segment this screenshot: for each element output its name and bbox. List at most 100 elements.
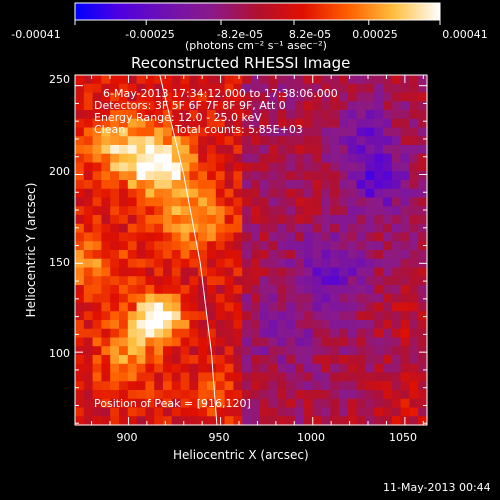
heatmap-cell — [119, 258, 129, 269]
heatmap-cell — [215, 232, 226, 242]
heatmap-cell — [189, 407, 199, 417]
heatmap-cell — [101, 398, 111, 409]
heatmap-cell — [92, 416, 102, 426]
heatmap-cell — [391, 346, 402, 356]
heatmap-cell — [383, 381, 393, 391]
heatmap-cell — [233, 267, 243, 277]
heatmap-cell — [242, 398, 252, 409]
heatmap-cell — [92, 293, 102, 304]
heatmap-cell — [101, 320, 111, 330]
heatmap-cell — [145, 206, 155, 216]
colorbar-tick-label: -0.00041 — [11, 28, 61, 41]
heatmap-cell — [136, 346, 146, 356]
heatmap-cell — [374, 136, 384, 146]
heatmap-cell — [75, 153, 85, 164]
heatmap-cell — [207, 276, 217, 286]
heatmap-cell — [356, 337, 366, 347]
heatmap-cell — [347, 328, 358, 339]
heatmap-cell — [233, 250, 243, 260]
heatmap-cell — [233, 293, 243, 304]
heatmap-cell — [347, 180, 358, 190]
heatmap-cell — [110, 153, 120, 164]
heatmap-cell — [383, 398, 393, 409]
heatmap-cell — [127, 180, 138, 190]
heatmap-cell — [339, 346, 349, 356]
heatmap-cell — [268, 276, 278, 286]
heatmap-cell — [136, 110, 146, 120]
heatmap-cell — [163, 180, 173, 190]
heatmap-cell — [154, 285, 164, 295]
heatmap-cell — [180, 153, 190, 164]
heatmap-cell — [180, 92, 190, 102]
heatmap-cell — [119, 276, 129, 286]
heatmap-cell — [101, 223, 111, 234]
heatmap-cell — [400, 285, 410, 295]
heatmap-cell — [400, 171, 410, 181]
heatmap-cell — [101, 197, 111, 207]
heatmap-cell — [365, 320, 375, 330]
heatmap-cell — [418, 127, 428, 137]
heatmap-cell — [136, 197, 146, 207]
heatmap-cell — [312, 381, 322, 391]
heatmap-cell — [127, 355, 138, 365]
heatmap-cell — [224, 355, 234, 365]
heatmap-cell — [347, 206, 358, 216]
heatmap-cell — [180, 398, 190, 409]
heatmap-cell — [233, 197, 243, 207]
heatmap-cell — [101, 145, 111, 155]
heatmap-cell — [383, 267, 393, 277]
heatmap-cell — [207, 381, 217, 391]
heatmap-cell — [259, 311, 270, 321]
heatmap-cell — [383, 110, 393, 120]
heatmap-cell — [180, 276, 190, 286]
heatmap-cell — [259, 328, 270, 339]
heatmap-cell — [330, 136, 340, 146]
heatmap-cell — [233, 285, 243, 295]
heatmap-cell — [127, 153, 138, 164]
heatmap-cell — [312, 337, 322, 347]
heatmap-cell — [163, 311, 173, 321]
heatmap-cell — [356, 293, 366, 304]
heatmap-cell — [321, 145, 331, 155]
heatmap-cell — [92, 197, 102, 207]
heatmap-cell — [189, 398, 199, 409]
heatmap-cell — [330, 320, 340, 330]
heatmap-cell — [409, 398, 419, 409]
heatmap-cell — [242, 110, 252, 120]
heatmap-cell — [171, 136, 182, 146]
heatmap-cell — [347, 320, 358, 330]
heatmap-cell — [92, 276, 102, 286]
heatmap-cell — [303, 276, 314, 286]
x-tick-label: 1000 — [297, 431, 325, 444]
heatmap-cell — [180, 381, 190, 391]
heatmap-cell — [242, 285, 252, 295]
heatmap-cell — [119, 136, 129, 146]
heatmap-cell — [418, 328, 428, 339]
heatmap-cell — [259, 171, 270, 181]
heatmap-cell — [303, 215, 314, 225]
heatmap-cell — [163, 276, 173, 286]
heatmap-cell — [207, 223, 217, 234]
heatmap-cell — [330, 188, 340, 199]
heatmap-cell — [347, 162, 358, 172]
heatmap-cell — [110, 276, 120, 286]
heatmap-cell — [259, 232, 270, 242]
heatmap-cell — [127, 92, 138, 102]
heatmap-cell — [383, 188, 393, 199]
heatmap-cell — [312, 302, 322, 312]
heatmap-cell — [83, 416, 94, 426]
heatmap-cell — [339, 127, 349, 137]
heatmap-cell — [286, 215, 296, 225]
heatmap-cell — [207, 285, 217, 295]
heatmap-cell — [119, 355, 129, 365]
heatmap-cell — [154, 328, 164, 339]
heatmap-cell — [321, 180, 331, 190]
heatmap-cell — [391, 101, 402, 111]
heatmap-cell — [303, 346, 314, 356]
heatmap-cell — [259, 267, 270, 277]
heatmap-cell — [418, 83, 428, 94]
heatmap-cell — [154, 206, 164, 216]
heatmap-cell — [277, 372, 287, 382]
heatmap-cell — [189, 416, 199, 426]
heatmap-cell — [83, 232, 94, 242]
